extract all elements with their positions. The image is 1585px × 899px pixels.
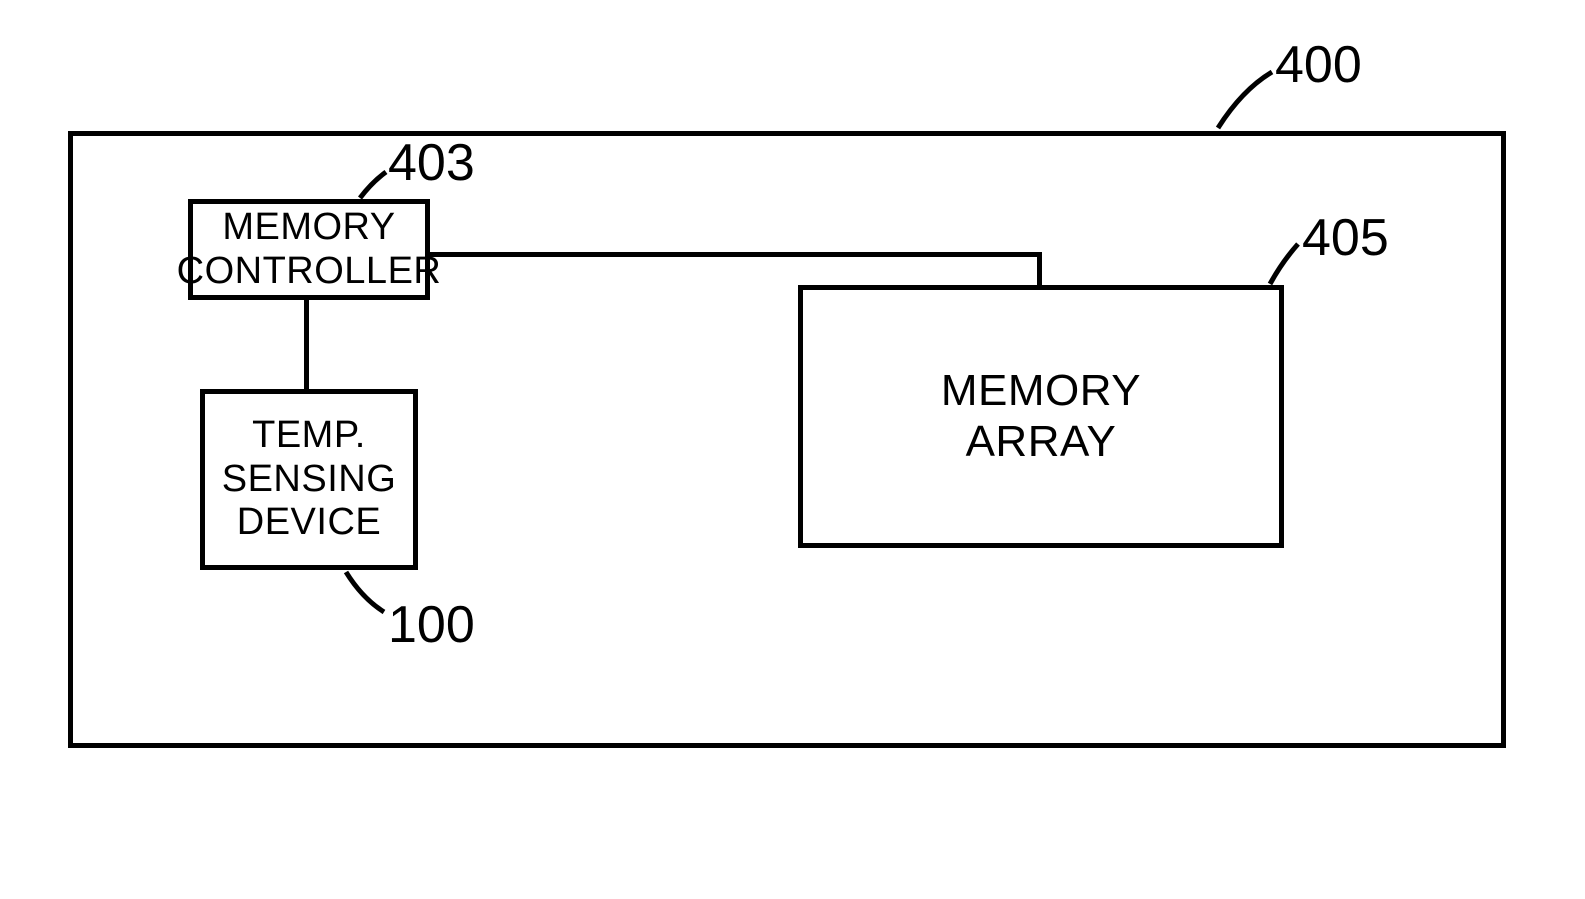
block-diagram: MEMORYCONTROLLER TEMP.SENSINGDEVICE MEMO… bbox=[0, 0, 1585, 899]
leader-405 bbox=[0, 0, 1585, 899]
